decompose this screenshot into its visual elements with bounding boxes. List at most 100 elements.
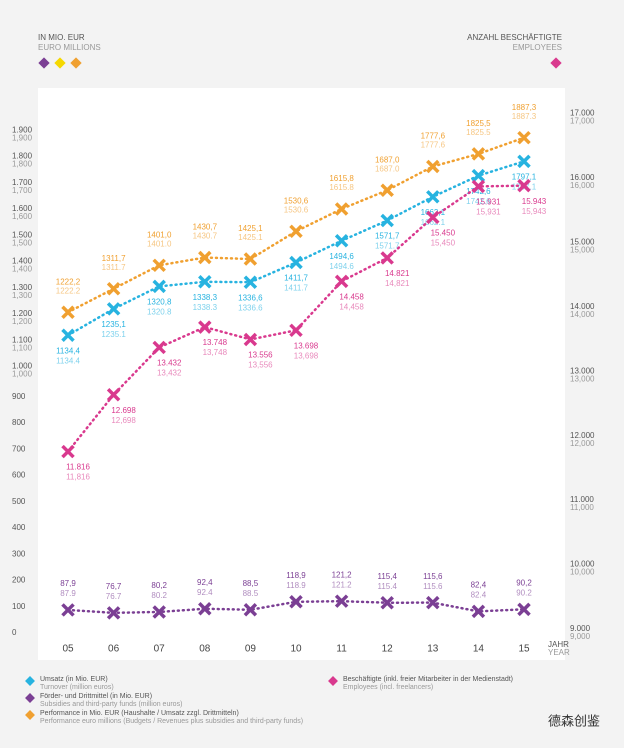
marker <box>61 444 75 459</box>
marker <box>517 130 531 145</box>
marker <box>517 178 531 193</box>
tick-label: 10.000 <box>570 560 595 569</box>
legend-label-en: Turnover (million euros) <box>40 684 114 691</box>
marker-stroke <box>334 202 349 216</box>
tick-label: 100 <box>12 602 26 611</box>
marker-stroke <box>517 602 531 617</box>
tick-label-en: 1,400 <box>12 265 33 274</box>
value-label-en: 15,931 <box>476 208 501 217</box>
value-label-en: 12,698 <box>111 416 136 425</box>
tick-label-en: 14,000 <box>570 310 595 319</box>
marker-stroke <box>471 168 486 183</box>
value-label-en: 1425.1 <box>238 233 263 242</box>
value-label-en: 90.2 <box>516 588 532 597</box>
marker-stroke <box>152 605 166 619</box>
marker-stroke <box>198 250 212 265</box>
x-axis-label-en: YEAR <box>548 648 570 657</box>
marker <box>380 183 394 198</box>
value-label-en: 15,943 <box>522 207 547 216</box>
value-label-en: 1742.6 <box>466 197 491 206</box>
value-label: 1825,5 <box>466 119 491 128</box>
marker-stroke <box>106 302 121 316</box>
value-label-en: 1411.7 <box>284 284 308 293</box>
tick-label: 200 <box>12 576 26 585</box>
tick-label-en: 1,700 <box>12 186 33 195</box>
marker-stroke <box>106 387 121 402</box>
value-label: 1687,0 <box>375 155 400 164</box>
marker-stroke <box>426 159 440 174</box>
marker-stroke <box>198 275 212 289</box>
marker-stroke <box>61 603 75 617</box>
x-tick-label: 14 <box>473 644 485 655</box>
marker <box>198 320 212 334</box>
marker <box>106 282 121 296</box>
value-label: 115,4 <box>377 572 397 581</box>
marker-stroke <box>426 595 440 610</box>
marker-stroke <box>426 210 440 225</box>
tick-label-en: 1,100 <box>12 343 33 352</box>
marker-stroke <box>380 213 394 228</box>
marker-stroke <box>517 178 531 193</box>
marker-stroke <box>380 595 394 610</box>
tick-label: 500 <box>12 497 26 506</box>
legend-swatch <box>25 710 35 720</box>
marker <box>426 190 440 204</box>
marker-stroke <box>152 340 166 355</box>
marker <box>426 210 440 225</box>
value-label-en: 115.6 <box>423 582 443 591</box>
value-label: 1338,3 <box>193 293 218 302</box>
tick-label: 16.000 <box>570 173 595 182</box>
legend-label-en: Subsidies and third-party funds (million… <box>40 701 182 708</box>
marker-stroke <box>380 183 394 198</box>
tick-label: 1.700 <box>12 178 33 187</box>
marker-stroke <box>106 606 121 620</box>
tick-label-en: 1,500 <box>12 238 33 247</box>
value-label-en: 82.4 <box>471 590 487 599</box>
tick-label: 1.200 <box>12 309 33 318</box>
value-label: 1134,4 <box>56 346 80 355</box>
value-label-en: 13,432 <box>157 369 182 378</box>
value-label-en: 88.5 <box>243 589 259 598</box>
tick-label: 400 <box>12 523 26 532</box>
tick-label: 1.100 <box>12 335 33 344</box>
legend-label-en: Employees (incl. freelancers) <box>343 684 433 691</box>
marker-stroke <box>106 282 121 296</box>
marker-stroke <box>471 604 486 619</box>
value-label-en: 1320.8 <box>147 307 172 316</box>
value-label: 90,2 <box>516 578 532 587</box>
value-label-en: 1887.3 <box>512 112 537 121</box>
tick-label: 12.000 <box>570 431 595 440</box>
marker <box>380 213 394 228</box>
diamond <box>54 57 66 69</box>
tick-label: 17.000 <box>570 109 595 118</box>
value-label-en: 13,556 <box>248 361 273 370</box>
tick-label: 9.000 <box>570 624 591 633</box>
value-label: 15.450 <box>431 229 456 238</box>
marker <box>198 250 212 265</box>
marker <box>243 275 258 289</box>
series-line <box>66 136 526 314</box>
legend-swatch <box>328 676 338 686</box>
legend-label-en: Performance euro millions (Budgets / Rev… <box>40 718 303 725</box>
tick-label-en: 11,000 <box>570 503 594 512</box>
value-label: 121,2 <box>332 570 353 579</box>
value-label-en: 14,821 <box>385 279 410 288</box>
marker <box>289 255 303 270</box>
marker <box>334 234 349 248</box>
value-label: 11.816 <box>66 463 90 472</box>
legend-label: Umsatz (in Mio. EUR) <box>40 676 108 683</box>
tick-label: 1.800 <box>12 152 33 161</box>
marker <box>517 602 531 617</box>
marker-stroke <box>426 190 440 204</box>
tick-label: 800 <box>12 418 26 427</box>
marker <box>471 179 486 194</box>
value-label: 1401,0 <box>147 230 172 239</box>
value-label: 1411,7 <box>284 274 308 283</box>
value-label: 12.698 <box>111 406 136 415</box>
marker-stroke <box>334 594 349 608</box>
value-label-en: 1311.7 <box>102 263 126 272</box>
value-label-en: 92.4 <box>197 588 213 597</box>
value-label-en: 80.2 <box>151 591 167 600</box>
marker <box>471 168 486 183</box>
